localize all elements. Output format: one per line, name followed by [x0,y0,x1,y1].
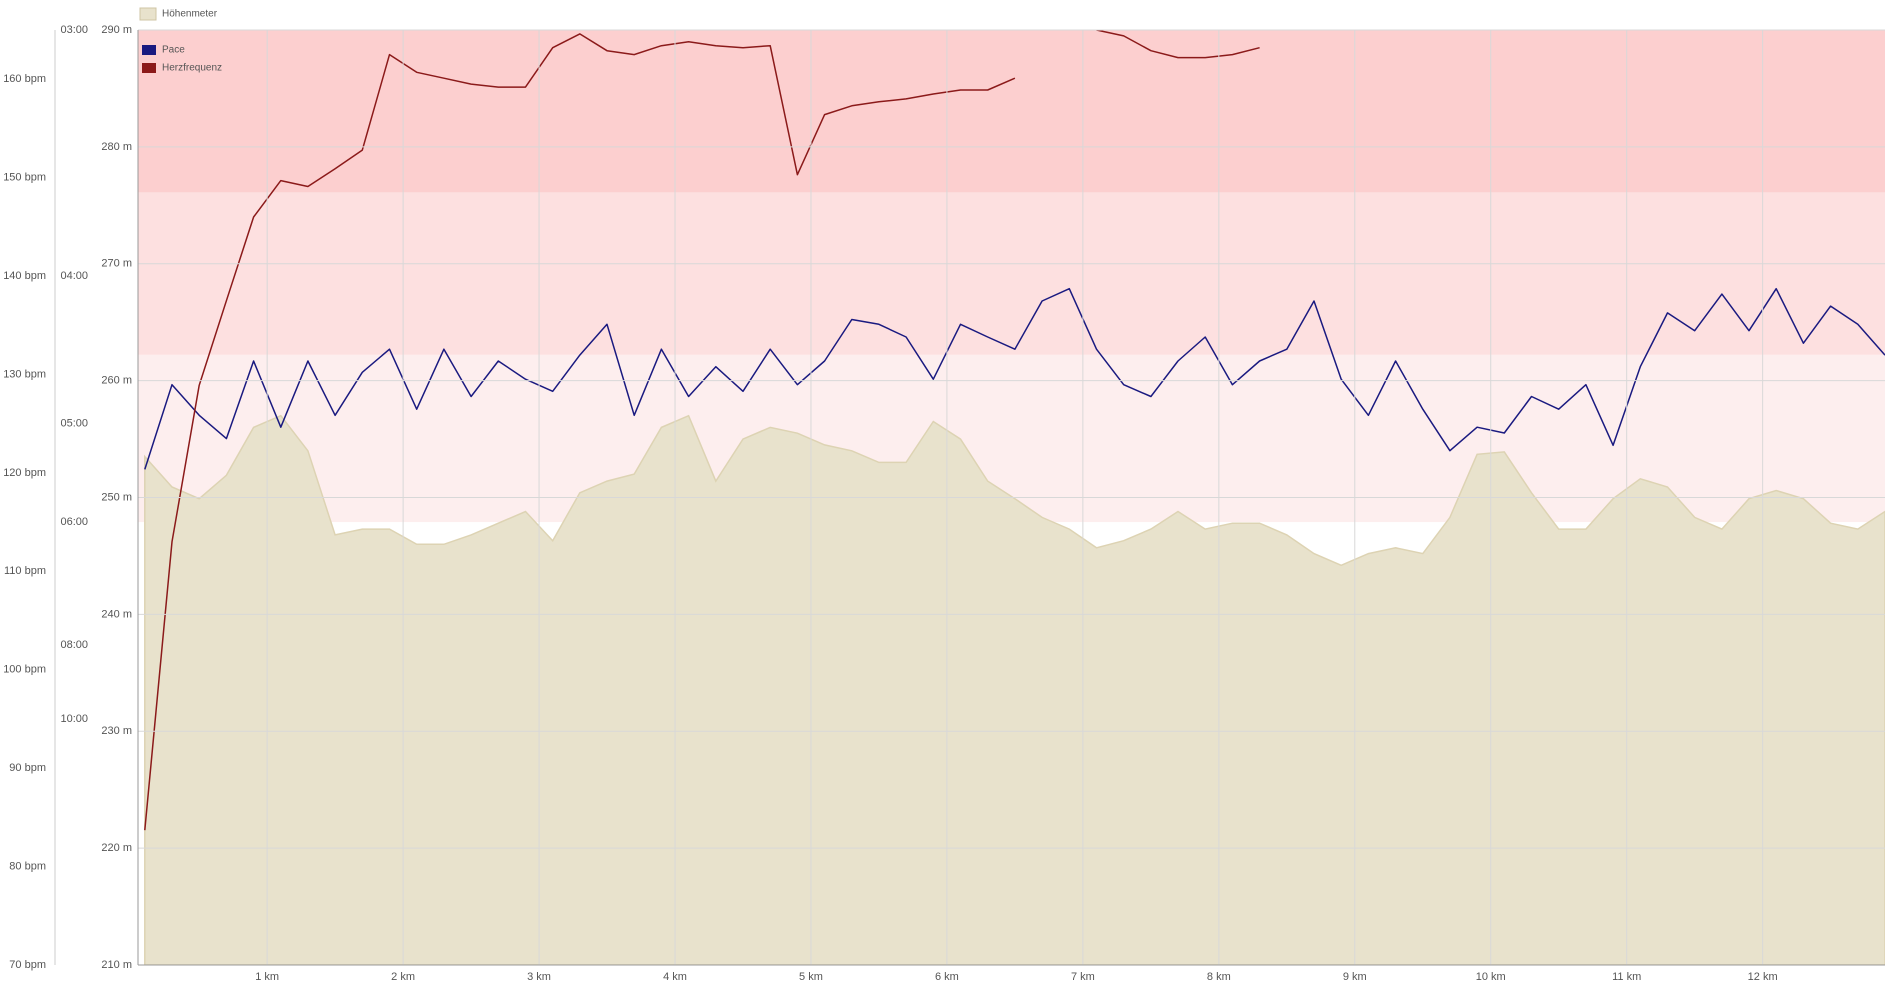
legend-swatch [142,45,156,55]
x-tick-label: 9 km [1343,971,1367,983]
y2-tick-label: 70 bpm [9,959,46,971]
hr-zone [138,30,1885,193]
y2-tick-label: 150 bpm [3,172,46,184]
x-tick-label: 1 km [255,971,279,983]
y2-tick-label: 140 bpm [3,270,46,282]
x-tick-label: 12 km [1748,971,1778,983]
x-tick-label: 10 km [1476,971,1506,983]
legend-swatch [142,63,156,73]
legend-label: Pace [162,45,185,56]
y-tick-label: 210 m [101,959,132,971]
y2-tick-label: 90 bpm [9,762,46,774]
x-tick-label: 4 km [663,971,687,983]
x-tick-label: 6 km [935,971,959,983]
y2-tick-label: 160 bpm [3,73,46,85]
y-tick-label: 290 m [101,24,132,36]
y2-tick-label: 130 bpm [3,368,46,380]
y-tick-label: 270 m [101,258,132,270]
y2-tick-label: 120 bpm [3,467,46,479]
y-tick-label: 240 m [101,608,132,620]
x-tick-label: 3 km [527,971,551,983]
x-tick-label: 7 km [1071,971,1095,983]
plot-area [138,30,1885,965]
y-tick-label: 250 m [101,491,132,503]
y3-tick-label: 06:00 [60,516,88,528]
y-tick-label: 230 m [101,725,132,737]
legend-label: Höhenmeter [162,9,218,20]
y2-tick-label: 80 bpm [9,860,46,872]
hr-zone [138,192,1885,355]
y3-tick-label: 10:00 [60,713,88,725]
y2-tick-label: 100 bpm [3,664,46,676]
y3-tick-label: 04:00 [60,270,88,282]
y-tick-label: 260 m [101,375,132,387]
legend-swatch [139,7,157,21]
elevation-area [144,414,1885,965]
x-tick-label: 2 km [391,971,415,983]
x-tick-label: 11 km [1612,971,1641,983]
y3-tick-label: 08:00 [60,639,88,651]
y3-tick-label: 03:00 [60,24,88,36]
y-tick-label: 220 m [101,842,132,854]
x-tick-label: 5 km [799,971,823,983]
series-line [144,287,1885,470]
y2-tick-label: 110 bpm [4,565,46,577]
series-line [144,30,1260,831]
legend-label: Herzfrequenz [162,63,222,74]
y-tick-label: 280 m [101,141,132,153]
y3-tick-label: 05:00 [60,418,88,430]
x-tick-label: 8 km [1207,971,1231,983]
